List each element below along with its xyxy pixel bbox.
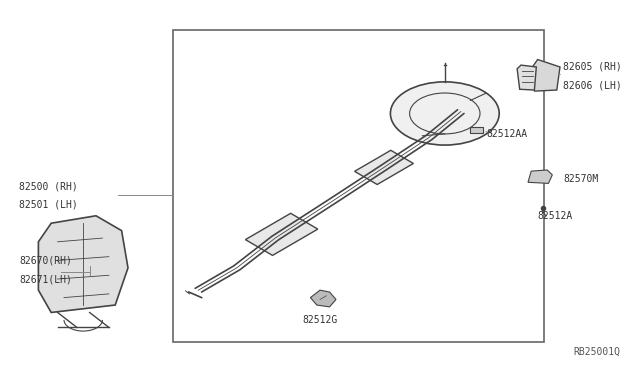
Text: 82512G: 82512G	[302, 315, 338, 325]
Polygon shape	[245, 213, 318, 256]
Text: 82512A: 82512A	[538, 211, 573, 221]
Polygon shape	[310, 290, 336, 307]
Text: 82570M: 82570M	[563, 174, 598, 183]
Text: 82512AA: 82512AA	[486, 129, 527, 139]
Polygon shape	[528, 170, 552, 183]
Polygon shape	[38, 216, 128, 312]
Polygon shape	[470, 127, 483, 133]
Polygon shape	[355, 150, 413, 185]
Polygon shape	[517, 65, 536, 90]
Polygon shape	[532, 60, 560, 91]
Text: 82501 (LH): 82501 (LH)	[19, 200, 78, 209]
Text: 82606 (LH): 82606 (LH)	[563, 81, 622, 90]
Bar	[173, 30, 544, 342]
Circle shape	[390, 82, 499, 145]
Text: RB25001Q: RB25001Q	[574, 347, 621, 357]
Text: 82670(RH): 82670(RH)	[19, 256, 72, 265]
Text: 82671(LH): 82671(LH)	[19, 274, 72, 284]
Text: 82605 (RH): 82605 (RH)	[563, 62, 622, 72]
Text: 82500 (RH): 82500 (RH)	[19, 181, 78, 191]
